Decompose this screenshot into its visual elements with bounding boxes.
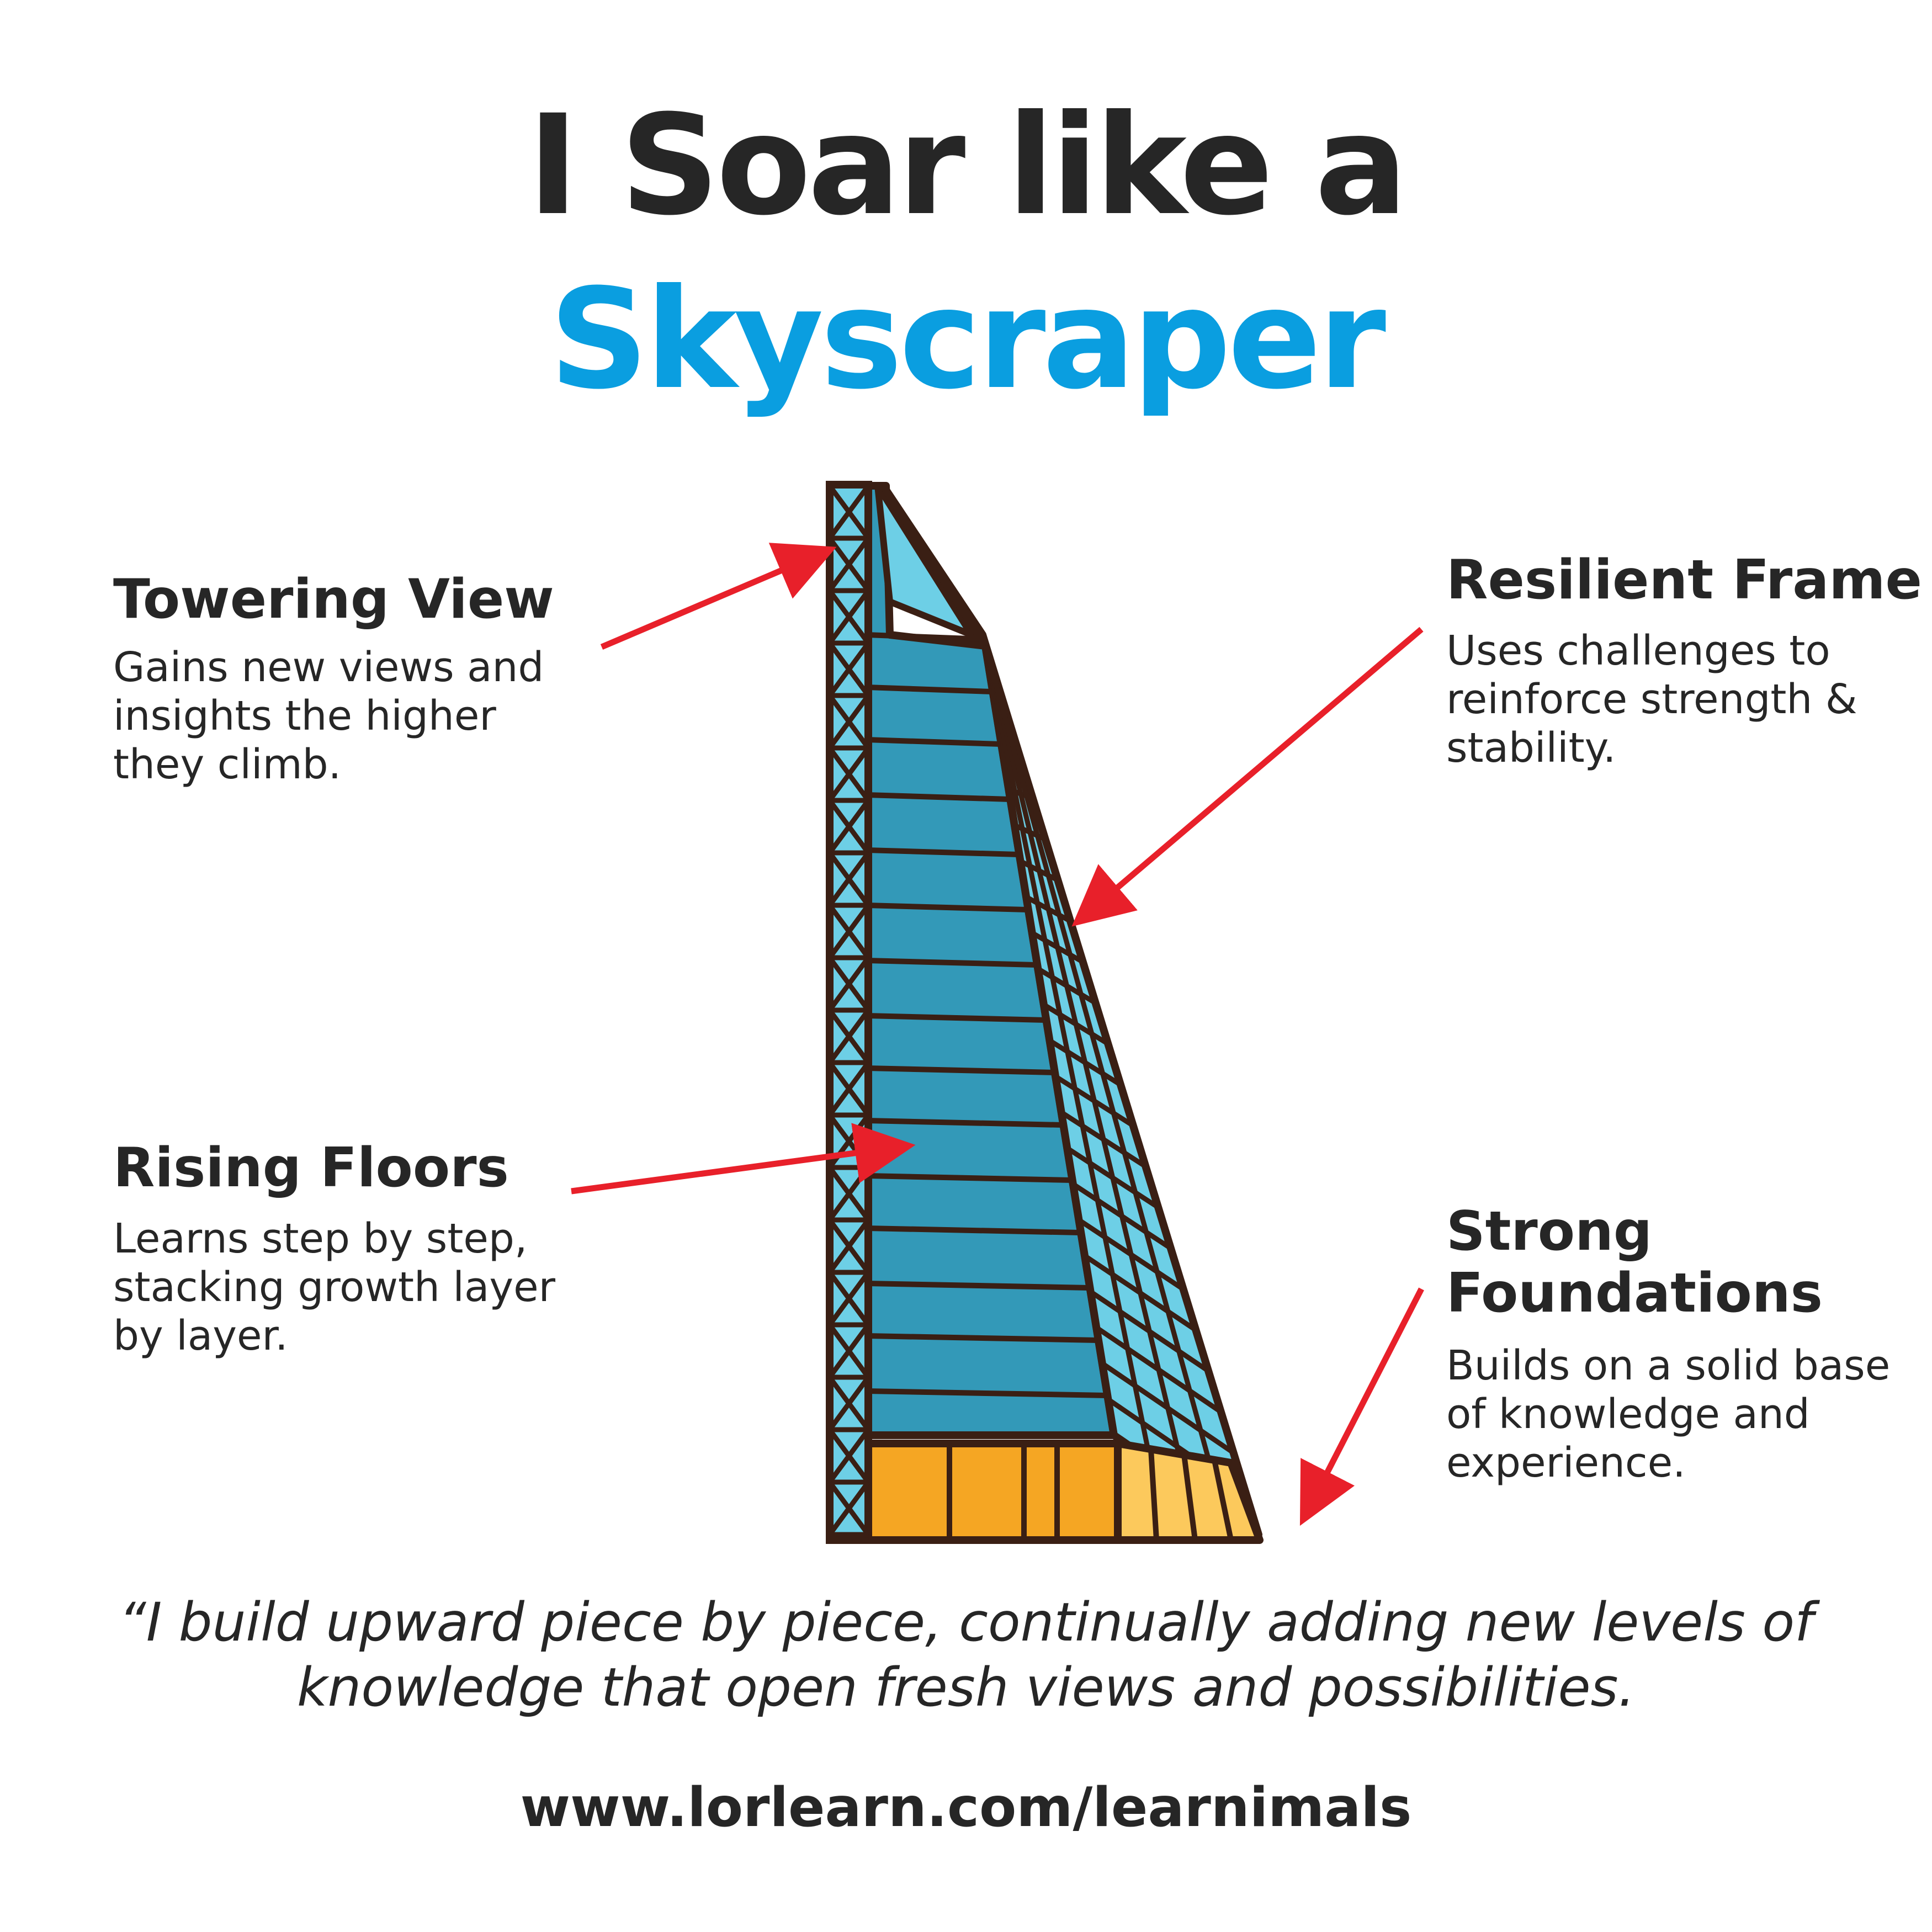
rising-floors-body: Learns step by step, stacking growth lay… — [113, 1215, 556, 1360]
floor-line — [866, 737, 1001, 747]
quote-text: “I build upward piece by piece, continua… — [119, 1591, 1813, 1718]
lattice-brace — [827, 484, 871, 540]
page-title-line2: Skyscraper — [549, 259, 1386, 420]
skyscraper-building — [826, 481, 1264, 1544]
arrow-resilient-frame — [1071, 627, 1424, 927]
lattice-brace — [827, 956, 871, 1012]
floor-line — [866, 903, 1028, 912]
page-title-line1: I Soar like a — [527, 85, 1408, 246]
resilient-frame-title: Resilient Frame — [1446, 549, 1922, 612]
floor-line — [866, 1281, 1090, 1291]
footer-url: www.lorlearn.com/learnimals — [520, 1776, 1412, 1839]
floor-line — [866, 1065, 1054, 1075]
base-dividers — [947, 1443, 1234, 1541]
lattice-brace — [827, 851, 871, 907]
side-grid-column — [983, 645, 1225, 1511]
lattice-brace — [827, 746, 871, 802]
arrow-strong-foundations — [1299, 1287, 1424, 1526]
lattice-brace — [829, 1532, 869, 1543]
lattice-brace — [827, 589, 871, 645]
strong-foundations-title: Strong Foundations — [1446, 1200, 1823, 1325]
side-grid-column — [983, 645, 1153, 1461]
lattice-brace — [827, 799, 871, 854]
floor-line — [866, 847, 1019, 857]
lattice-brace — [827, 1376, 871, 1431]
floor-line — [866, 1118, 1063, 1128]
left-lattice-braces — [827, 483, 871, 1543]
floor-line — [866, 632, 984, 642]
lattice-brace — [827, 694, 871, 750]
lattice-brace — [827, 641, 871, 697]
floor-line — [866, 1225, 1081, 1235]
floor-line — [866, 1013, 1046, 1023]
floor-line — [866, 792, 1010, 802]
base-front — [860, 1440, 1122, 1544]
arrow-rising-floors — [571, 1123, 916, 1195]
lattice-brace — [827, 904, 871, 959]
lattice-brace — [827, 1428, 871, 1484]
towering-view-body: Gains new views and insights the higher … — [113, 644, 544, 788]
floor-lines — [866, 632, 1107, 1398]
lattice-brace — [827, 1271, 871, 1326]
side-grid — [983, 645, 1248, 1511]
strong-foundations-body: Builds on a solid base of knowledge and … — [1446, 1342, 1891, 1487]
top-glass-facet — [874, 482, 975, 638]
arrow-towering-view — [600, 543, 837, 650]
towering-view-title: Towering View — [113, 568, 554, 631]
resilient-frame-body: Uses challenges to reinforce strength & … — [1446, 627, 1857, 772]
floor-line — [866, 1333, 1098, 1343]
floor-line — [866, 684, 992, 694]
lattice-brace — [827, 1218, 871, 1274]
lattice-brace — [827, 1480, 871, 1536]
rising-floors-title: Rising Floors — [113, 1137, 509, 1199]
lattice-brace — [827, 1061, 871, 1117]
lattice-brace — [827, 1009, 871, 1064]
lattice-brace — [827, 1323, 871, 1379]
floor-line — [866, 958, 1037, 968]
side-grid-column — [983, 645, 1189, 1486]
floor-line — [866, 1388, 1107, 1398]
